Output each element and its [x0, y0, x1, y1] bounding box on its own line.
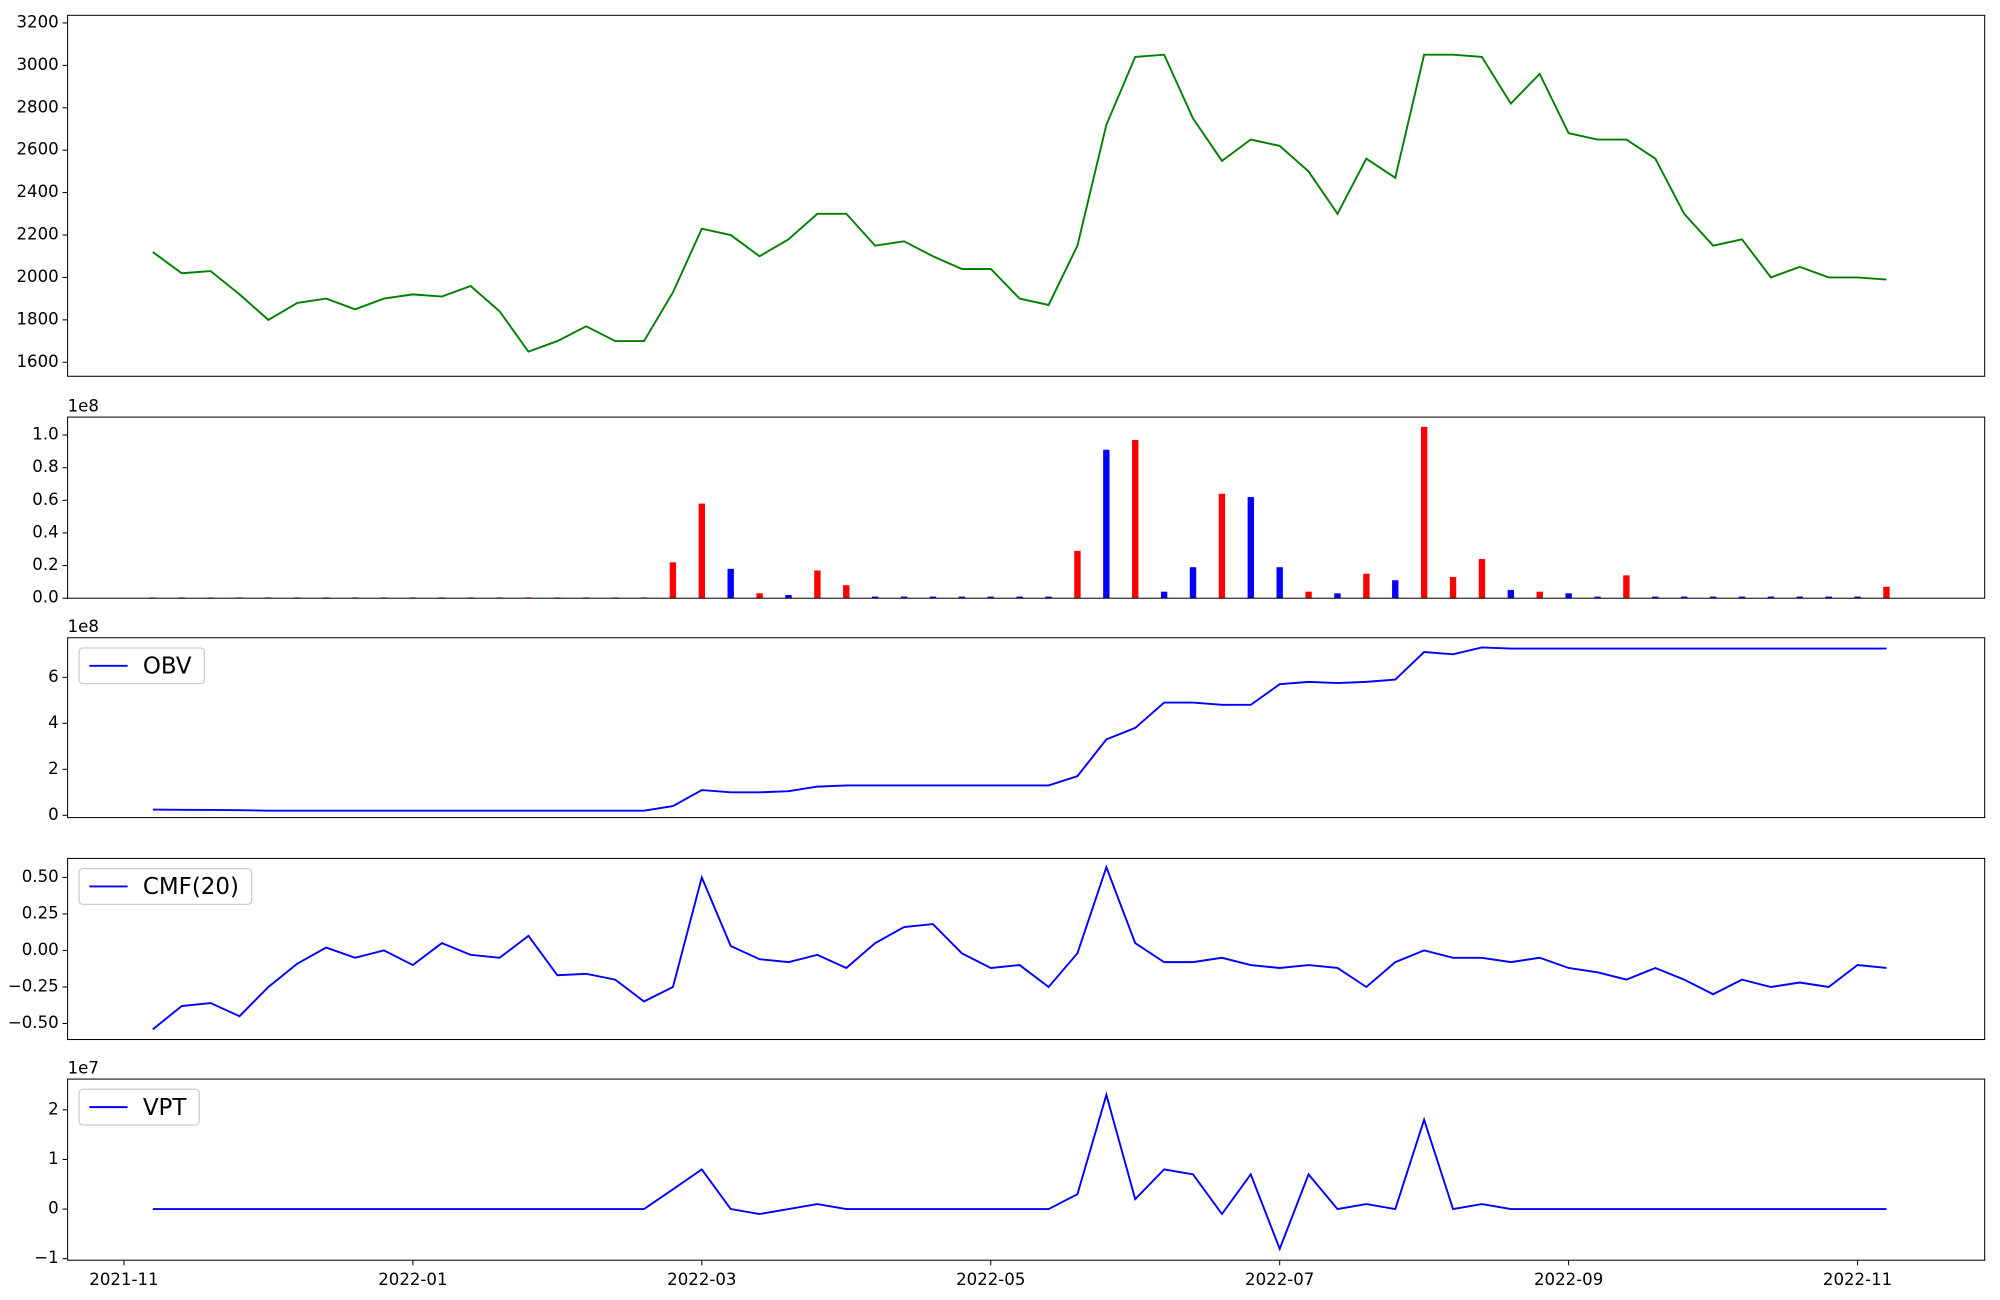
y-tick-label: 1600	[16, 352, 58, 371]
legend-frame	[78, 647, 206, 685]
volume-bar	[1536, 591, 1543, 599]
legend-label: VPT	[143, 1095, 188, 1121]
y-tick-label: 4	[48, 713, 59, 732]
volume-bar	[698, 503, 706, 599]
volume-bar	[1334, 593, 1341, 599]
y-tick-label: 0	[48, 1199, 59, 1218]
volume-bar	[1623, 575, 1630, 599]
volume-bar	[756, 593, 763, 599]
price-line	[152, 53, 1887, 353]
y-tick-label: 0.50	[22, 867, 59, 886]
y-tick-label: 2800	[16, 97, 58, 116]
volume-bar	[1767, 596, 1775, 599]
x-tick-label: 2022-03	[667, 1270, 736, 1289]
x-tick-label: 2022-05	[956, 1270, 1025, 1289]
volume-bar	[1218, 493, 1226, 599]
plot-frame	[67, 416, 1986, 599]
volume-bar	[1796, 596, 1803, 599]
y-tick-label: 2400	[16, 182, 58, 201]
volume-bar	[1681, 596, 1688, 599]
x-tick-label: 2022-11	[1823, 1270, 1892, 1289]
y-tick-label: −0.25	[8, 976, 59, 995]
legend-label: CMF(20)	[143, 874, 239, 900]
volume-bar	[1709, 596, 1717, 599]
y-tick-label: 0.0	[32, 588, 58, 607]
volume-bar	[1652, 596, 1659, 599]
y-tick-label: 6	[48, 667, 59, 686]
y-offset-label: 1e7	[68, 1058, 99, 1077]
volume-bar	[1305, 591, 1312, 599]
volume-bar	[900, 596, 908, 599]
plot-frame	[67, 637, 1986, 819]
x-tick-label: 2022-01	[378, 1270, 447, 1289]
y-tick-label: 1.0	[32, 425, 58, 444]
y-tick-label: 0.8	[32, 457, 58, 476]
y-tick-label: 1	[48, 1149, 59, 1168]
volume-bar	[1883, 586, 1890, 599]
volume-bar	[1594, 596, 1601, 599]
volume-bar	[1449, 577, 1457, 599]
y-tick-label: −0.50	[8, 1013, 59, 1032]
y-offset-label: 1e8	[68, 396, 99, 415]
volume-bar	[1276, 567, 1283, 599]
volume-bar	[1478, 559, 1486, 599]
volume-bar	[871, 596, 879, 599]
y-offset-label: 1e8	[68, 617, 99, 636]
y-tick-label: 2000	[16, 267, 58, 286]
plot-frame	[67, 857, 1986, 1041]
volume-bar	[669, 562, 677, 599]
volume-bar	[1160, 591, 1168, 599]
y-tick-label: 0.2	[32, 555, 58, 574]
y-tick-label: 0.4	[32, 522, 58, 541]
y-tick-label: 1800	[16, 309, 58, 328]
volume-bar	[1738, 596, 1746, 599]
volume-bar	[1045, 596, 1052, 599]
volume-bar	[987, 596, 994, 599]
x-tick-label: 2022-07	[1245, 1270, 1314, 1289]
volume-bar	[843, 585, 850, 599]
y-tick-label: 2600	[16, 140, 58, 159]
y-tick-label: −1	[34, 1248, 58, 1267]
x-tick-label: 2021-11	[89, 1270, 158, 1289]
volume-bar	[1507, 590, 1515, 599]
x-tick-label: 2022-09	[1534, 1270, 1603, 1289]
legend-label: OBV	[143, 654, 192, 680]
volume-bar	[1854, 596, 1861, 599]
y-tick-label: 2	[48, 759, 59, 778]
y-tick-label: 0.6	[32, 490, 58, 509]
volume-bar	[1247, 497, 1254, 599]
volume-bar	[814, 570, 821, 599]
volume-bar	[785, 594, 792, 599]
y-tick-label: 0	[48, 805, 59, 824]
legend-frame	[78, 1088, 200, 1126]
volume-bar	[1392, 580, 1399, 599]
volume-bar	[1363, 573, 1370, 599]
volume-bar	[1420, 426, 1428, 599]
volume-bar	[1825, 596, 1832, 599]
volume-bar	[1016, 596, 1023, 599]
legend-frame	[78, 867, 253, 905]
y-tick-label: 3200	[16, 12, 58, 31]
plot-frame	[67, 1078, 1986, 1261]
volume-bar	[727, 568, 734, 599]
series-line	[152, 1091, 1887, 1252]
volume-bar	[1103, 449, 1110, 599]
y-tick-label: 3000	[16, 55, 58, 74]
volume-bar	[1132, 439, 1139, 599]
volume-bar	[1189, 567, 1197, 599]
volume-bar	[958, 596, 966, 599]
y-tick-label: 0.25	[22, 903, 59, 922]
volume-bar	[1565, 593, 1572, 599]
volume-bar	[1074, 550, 1081, 599]
plot-frame	[67, 14, 1986, 377]
y-tick-label: 2	[48, 1099, 59, 1118]
y-tick-label: 2200	[16, 225, 58, 244]
series-line	[152, 646, 1887, 812]
series-line	[152, 864, 1887, 1031]
volume-bar	[929, 596, 937, 599]
y-tick-label: 0.00	[22, 940, 59, 959]
